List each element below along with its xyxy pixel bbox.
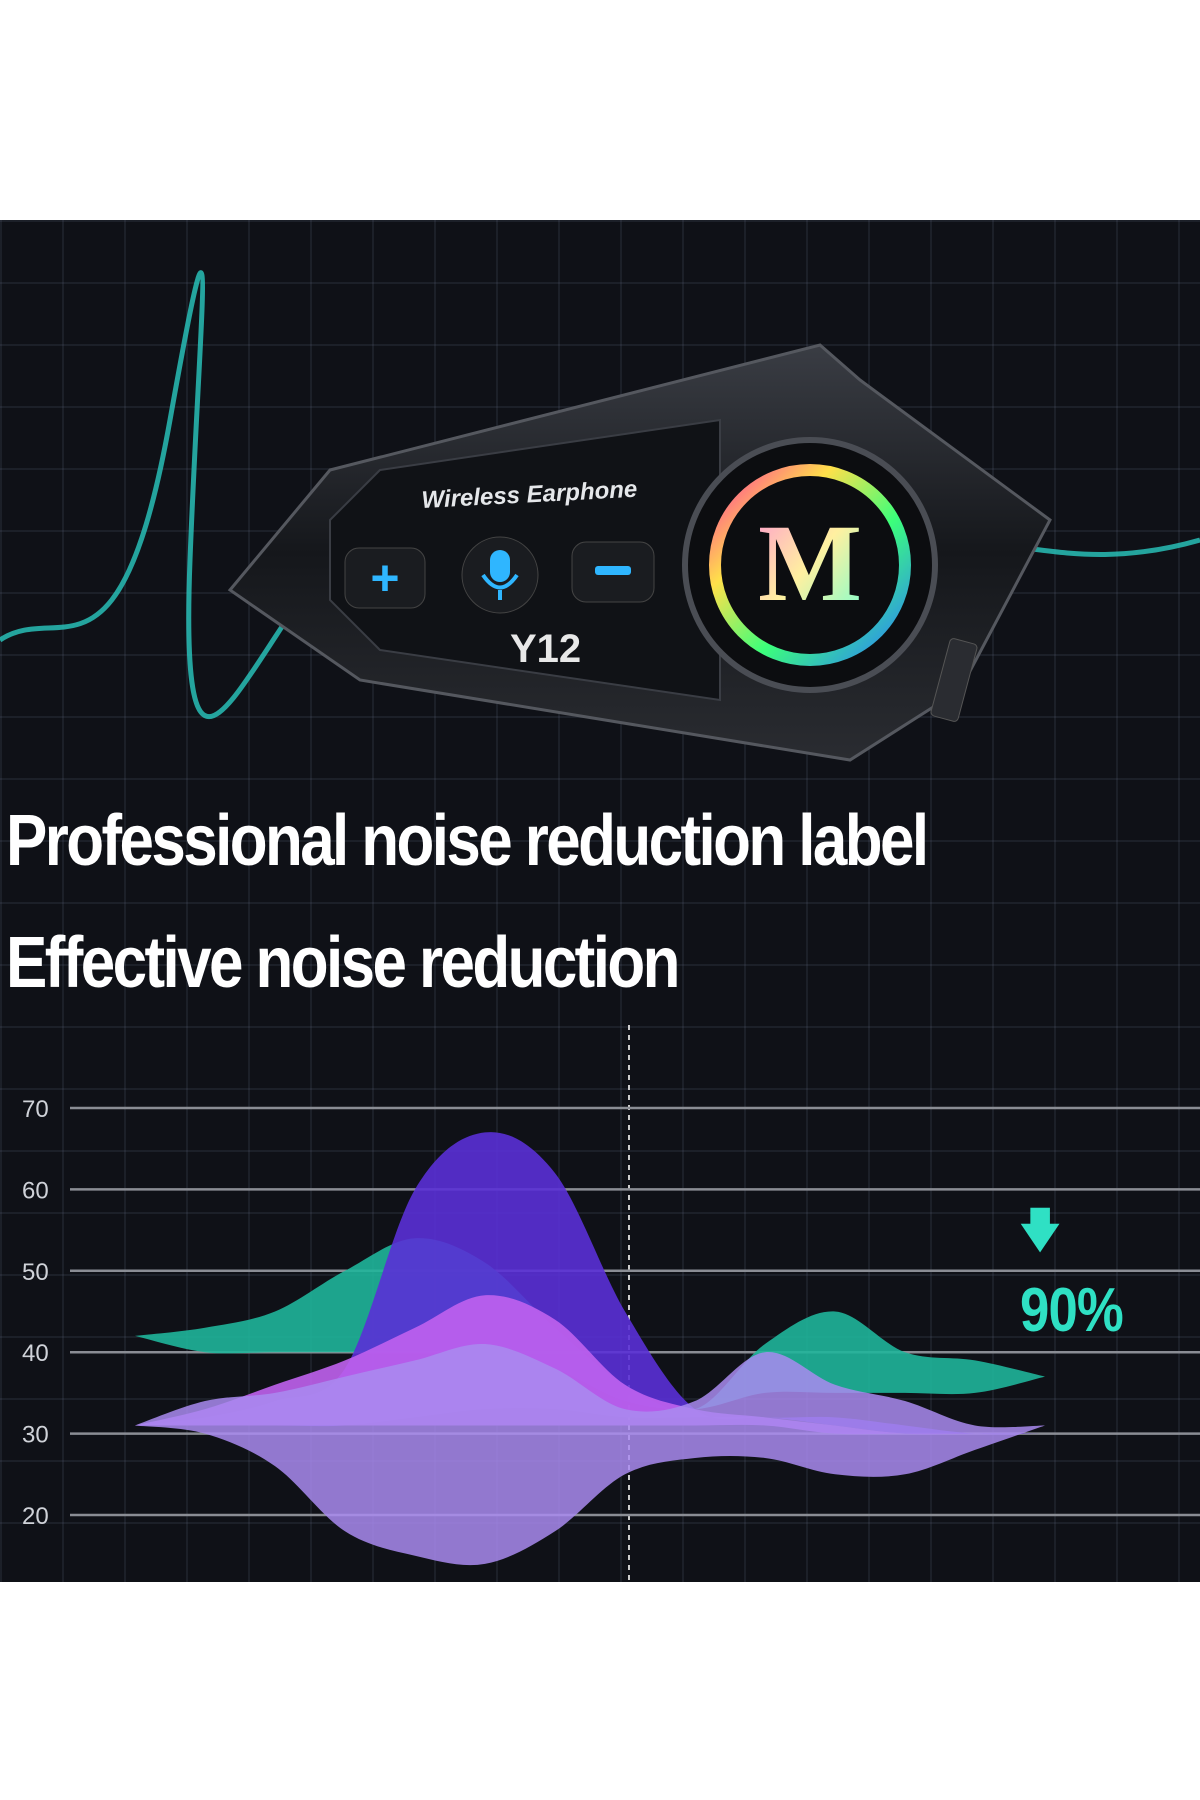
y-tick-label: 60 [22, 1177, 49, 1204]
plus-icon: + [370, 550, 399, 606]
reduction-annotation: 🡇 90% [1020, 1196, 1173, 1346]
minus-icon [595, 566, 631, 575]
y-tick-label: 20 [22, 1503, 49, 1530]
series-area-3 [135, 1343, 1045, 1566]
plus-button: + [344, 547, 426, 609]
headline-primary: Professional noise reduction label [6, 801, 929, 881]
microphone-icon [490, 550, 510, 582]
minus-button [571, 541, 655, 603]
model-label: Y12 [510, 627, 581, 671]
arrow-down-icon: 🡇 [1020, 1204, 1060, 1256]
y-tick-label: 50 [22, 1259, 49, 1286]
y-tick-label: 70 [22, 1096, 49, 1123]
reduction-value: 90% [1020, 1276, 1124, 1345]
series-area-0 [135, 1238, 1045, 1411]
rgb-ring-light [709, 464, 911, 666]
headline-secondary: Effective noise reduction [6, 923, 680, 1003]
y-tick-label: 40 [22, 1340, 49, 1367]
y-tick-label: 30 [22, 1422, 49, 1449]
microphone-button [461, 536, 539, 614]
brand-logo: M [758, 502, 862, 624]
